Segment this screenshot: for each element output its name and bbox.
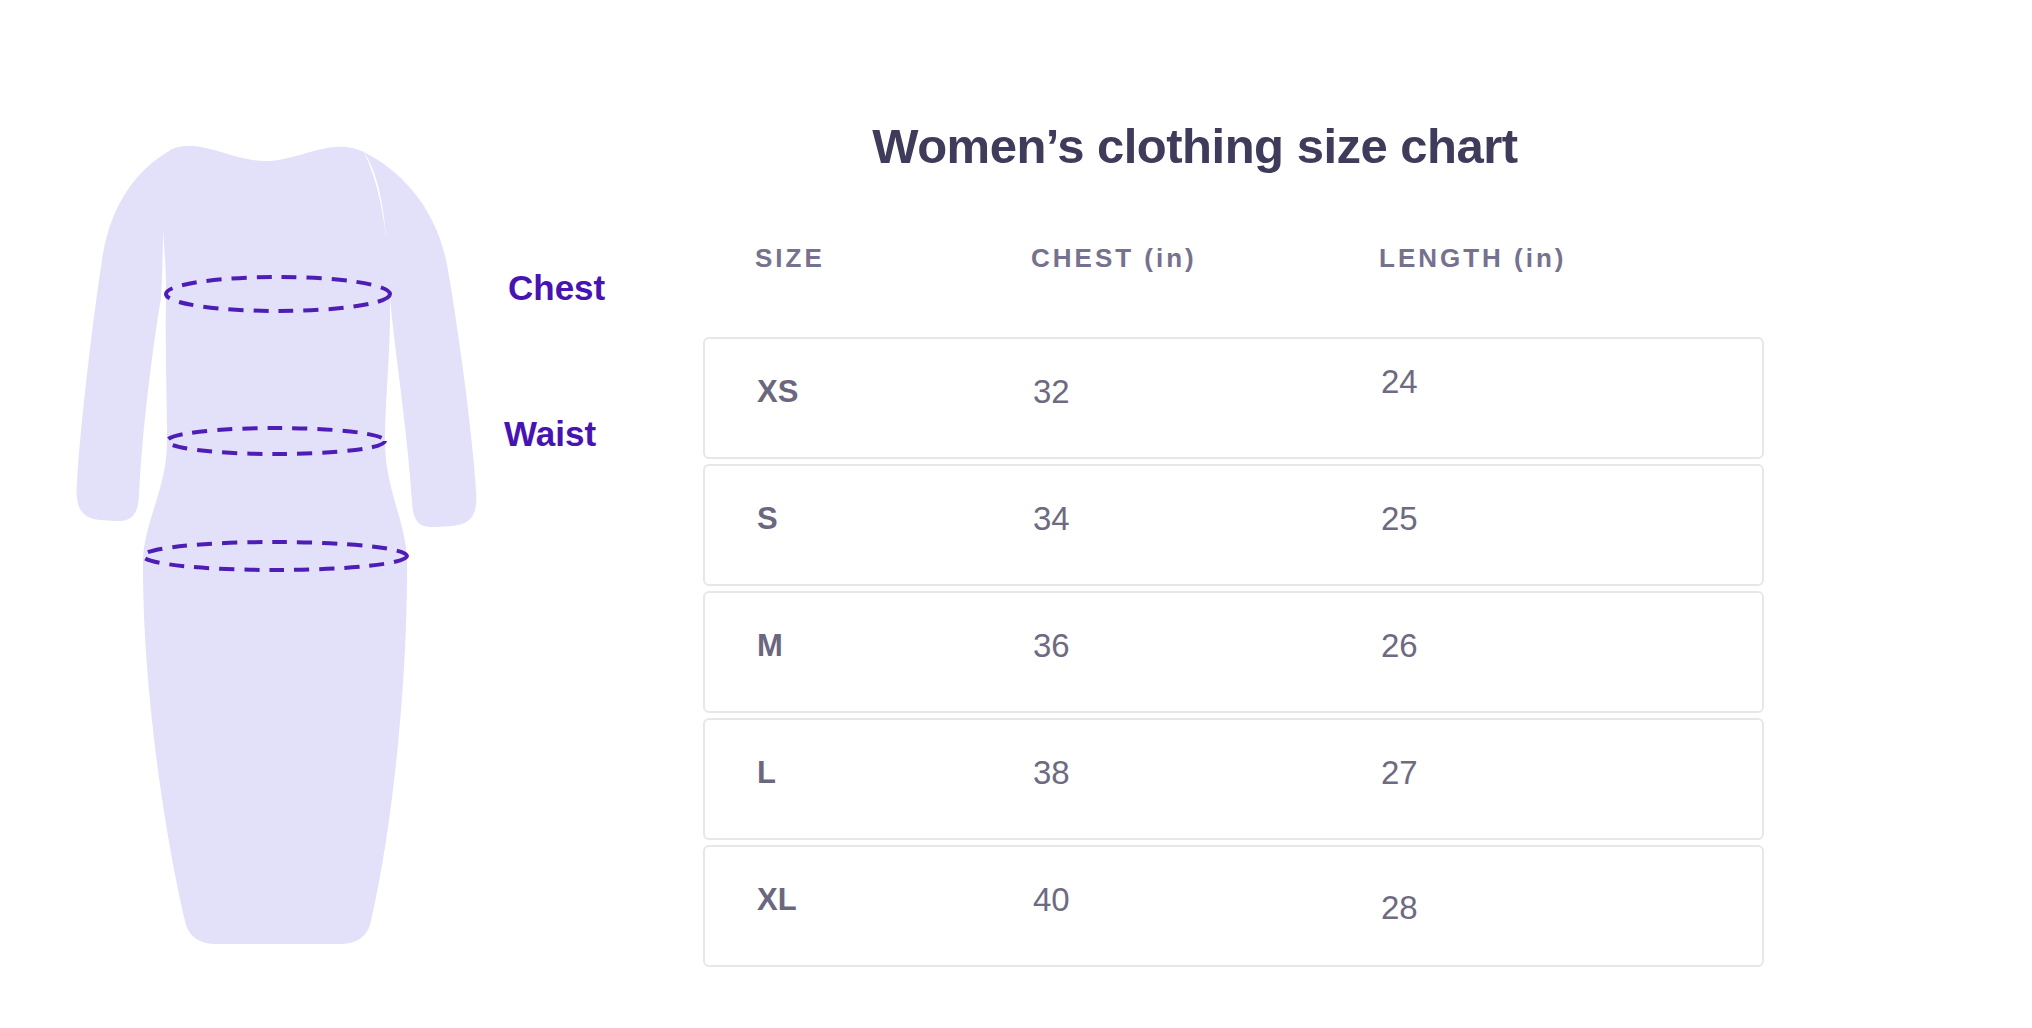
page-title: Women’s clothing size chart [640, 118, 1750, 174]
header-chest: CHEST (in) [1031, 243, 1379, 274]
chest-label: Chest [508, 268, 605, 308]
length-cell: 28 [1381, 889, 1762, 927]
length-cell: 26 [1381, 627, 1762, 665]
size-chart-page: Chest Waist Women’s clothing size chart … [0, 0, 2032, 1028]
table-row-l: L 38 27 [703, 718, 1764, 840]
length-cell: 24 [1381, 363, 1762, 401]
size-cell: XL [757, 882, 1033, 918]
size-table: XS 32 24 S 34 25 M 36 26 L 38 27 XL 40 2… [703, 337, 1764, 972]
size-cell: M [757, 628, 1033, 664]
table-row-xs: XS 32 24 [703, 337, 1764, 459]
size-cell: XS [757, 374, 1033, 410]
size-cell: L [757, 755, 1033, 791]
header-length: LENGTH (in) [1379, 243, 1764, 274]
table-row-m: M 36 26 [703, 591, 1764, 713]
chest-cell: 38 [1033, 754, 1381, 792]
chest-cell: 36 [1033, 627, 1381, 665]
length-cell: 27 [1381, 754, 1762, 792]
dress-illustration [58, 130, 498, 970]
chest-cell: 34 [1033, 500, 1381, 538]
length-cell: 25 [1381, 500, 1762, 538]
table-row-xl: XL 40 28 [703, 845, 1764, 967]
chest-cell: 32 [1033, 373, 1381, 411]
size-cell: S [757, 501, 1033, 537]
size-table-header: SIZE CHEST (in) LENGTH (in) [703, 243, 1764, 274]
chest-cell: 40 [1033, 881, 1381, 919]
header-size: SIZE [755, 243, 1031, 274]
dress-left-sleeve [77, 150, 171, 521]
waist-label: Waist [504, 414, 596, 454]
table-row-s: S 34 25 [703, 464, 1764, 586]
